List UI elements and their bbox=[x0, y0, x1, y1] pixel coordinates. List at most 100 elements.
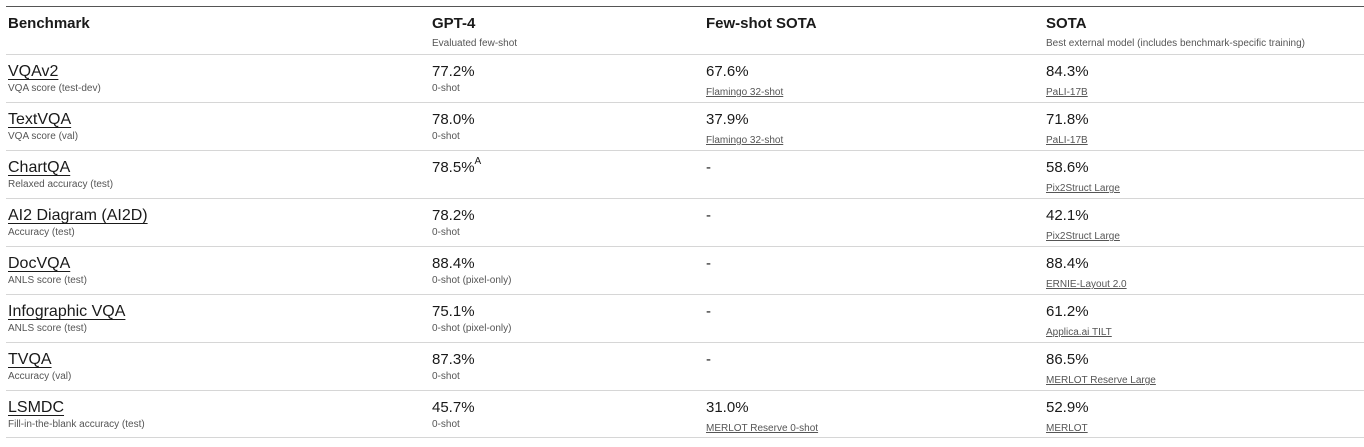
footnote-marker[interactable]: A bbox=[474, 156, 482, 167]
header-subtitle: Best external model (includes benchmark-… bbox=[1046, 38, 1306, 49]
sota-score: 52.9% bbox=[1046, 399, 1089, 416]
fewshot-score: - bbox=[706, 303, 711, 320]
metric-label: ANLS score (test) bbox=[8, 323, 87, 334]
sota-cell: 88.4% ERNIE-Layout 2.0 bbox=[1044, 247, 1364, 294]
gpt4-cell: 75.1% 0-shot (pixel-only) bbox=[430, 295, 704, 342]
benchmark-cell: Infographic VQA ANLS score (test) bbox=[6, 295, 430, 342]
gpt4-score: 78.5% bbox=[432, 159, 475, 176]
gpt4-cell: 45.7% 0-shot bbox=[430, 391, 704, 437]
sota-model-link[interactable]: Pix2Struct Large bbox=[1046, 231, 1120, 242]
gpt4-score: 87.3% bbox=[432, 351, 475, 368]
metric-label: Relaxed accuracy (test) bbox=[8, 179, 114, 190]
benchmark-cell: VQAv2 VQA score (test-dev) bbox=[6, 55, 430, 102]
sota-model-link[interactable]: PaLI-17B bbox=[1046, 135, 1088, 146]
sota-model-link[interactable]: ERNIE-Layout 2.0 bbox=[1046, 279, 1127, 290]
benchmark-link[interactable]: TextVQA bbox=[8, 111, 72, 128]
gpt4-setting: 0-shot bbox=[432, 83, 460, 94]
gpt4-setting: 0-shot bbox=[432, 227, 460, 238]
sota-cell: 84.3% PaLI-17B bbox=[1044, 55, 1364, 102]
fewshot-score: - bbox=[706, 207, 711, 224]
header-subtitle: Evaluated few-shot bbox=[432, 38, 518, 49]
sota-score: 61.2% bbox=[1046, 303, 1089, 320]
gpt4-cell: 77.2% 0-shot bbox=[430, 55, 704, 102]
table-row: VQAv2 VQA score (test-dev) 77.2% 0-shot 67.6… bbox=[6, 54, 1364, 102]
benchmark-cell: AI2 Diagram (AI2D) Accuracy (test) bbox=[6, 199, 430, 246]
fewshot-score: - bbox=[706, 159, 711, 176]
fewshot-score: 37.9% bbox=[706, 111, 749, 128]
sota-model-link[interactable]: PaLI-17B bbox=[1046, 87, 1088, 98]
gpt4-setting: 0-shot bbox=[432, 419, 460, 430]
table-row: AI2 Diagram (AI2D) Accuracy (test) 78.2% 0-… bbox=[6, 198, 1364, 246]
fewshot-cell: - bbox=[704, 247, 1044, 294]
fewshot-score: - bbox=[706, 351, 711, 368]
gpt4-setting: 0-shot bbox=[432, 131, 460, 142]
benchmark-link[interactable]: DocVQA bbox=[8, 255, 71, 272]
fewshot-score: 67.6% bbox=[706, 63, 749, 80]
sota-score: 58.6% bbox=[1046, 159, 1089, 176]
metric-label: Fill-in-the-blank accuracy (test) bbox=[8, 419, 145, 430]
gpt4-cell: 78.0% 0-shot bbox=[430, 103, 704, 150]
fewshot-cell: 37.9% Flamingo 32-shot bbox=[704, 103, 1044, 150]
gpt4-setting: 0-shot bbox=[432, 371, 460, 382]
benchmark-link[interactable]: Infographic VQA bbox=[8, 303, 126, 320]
sota-cell: 42.1% Pix2Struct Large bbox=[1044, 199, 1364, 246]
header-title: Benchmark bbox=[8, 15, 90, 32]
fewshot-model-link[interactable]: Flamingo 32-shot bbox=[706, 135, 784, 146]
table-header: Benchmark GPT-4 Evaluated few-shot Few-s… bbox=[6, 6, 1364, 54]
sota-score: 88.4% bbox=[1046, 255, 1089, 272]
sota-cell: 52.9% MERLOT bbox=[1044, 391, 1364, 437]
benchmark-cell: TextVQA VQA score (val) bbox=[6, 103, 430, 150]
gpt4-setting: 0-shot (pixel-only) bbox=[432, 323, 512, 334]
gpt4-setting: 0-shot (pixel-only) bbox=[432, 275, 512, 286]
benchmark-cell: DocVQA ANLS score (test) bbox=[6, 247, 430, 294]
table-body: VQAv2 VQA score (test-dev) 77.2% 0-shot 67.6… bbox=[6, 54, 1364, 438]
table-row: LSMDC Fill-in-the-blank accuracy (test) 45… bbox=[6, 390, 1364, 438]
metric-label: VQA score (val) bbox=[8, 131, 79, 142]
sota-model-link[interactable]: Pix2Struct Large bbox=[1046, 183, 1120, 194]
sota-model-link[interactable]: Applica.ai TILT bbox=[1046, 327, 1112, 338]
sota-score: 71.8% bbox=[1046, 111, 1089, 128]
header-title: Few-shot SOTA bbox=[706, 15, 817, 32]
fewshot-model-link[interactable]: MERLOT Reserve 0-shot bbox=[706, 423, 819, 434]
benchmark-link[interactable]: VQAv2 bbox=[8, 63, 59, 80]
table-row: ChartQA Relaxed accuracy (test) 78.5%A -58.… bbox=[6, 150, 1364, 198]
table-row: TextVQA VQA score (val) 78.0% 0-shot 37.9% Fl… bbox=[6, 102, 1364, 150]
metric-label: ANLS score (test) bbox=[8, 275, 87, 286]
gpt4-cell: 88.4% 0-shot (pixel-only) bbox=[430, 247, 704, 294]
sota-cell: 61.2% Applica.ai TILT bbox=[1044, 295, 1364, 342]
table-row: DocVQA ANLS score (test) 88.4% 0-shot (pixe… bbox=[6, 246, 1364, 294]
sota-cell: 71.8% PaLI-17B bbox=[1044, 103, 1364, 150]
metric-label: Accuracy (test) bbox=[8, 227, 75, 238]
header-title: SOTA bbox=[1046, 15, 1087, 32]
gpt4-cell: 87.3% 0-shot bbox=[430, 343, 704, 390]
gpt4-score: 77.2% bbox=[432, 63, 475, 80]
gpt4-score: 45.7% bbox=[432, 399, 475, 416]
sota-model-link[interactable]: MERLOT bbox=[1046, 423, 1088, 434]
fewshot-score: 31.0% bbox=[706, 399, 749, 416]
gpt4-score: 78.0% bbox=[432, 111, 475, 128]
sota-score: 42.1% bbox=[1046, 207, 1089, 224]
fewshot-cell: - bbox=[704, 343, 1044, 390]
benchmark-cell: TVQA Accuracy (val) bbox=[6, 343, 430, 390]
table-row: TVQA Accuracy (val) 87.3% 0-shot - 86.5% MERLO… bbox=[6, 342, 1364, 390]
sota-score: 84.3% bbox=[1046, 63, 1089, 80]
gpt4-score: 78.2% bbox=[432, 207, 475, 224]
benchmark-table: Benchmark GPT-4 Evaluated few-shot Few-s… bbox=[6, 6, 1364, 438]
metric-label: VQA score (test-dev) bbox=[8, 83, 101, 94]
header-benchmark: Benchmark bbox=[6, 7, 430, 54]
benchmark-link[interactable]: ChartQA bbox=[8, 159, 71, 176]
benchmark-link[interactable]: TVQA bbox=[8, 351, 52, 368]
sota-model-link[interactable]: MERLOT Reserve Large bbox=[1046, 375, 1156, 386]
fewshot-score: - bbox=[706, 255, 711, 272]
benchmark-link[interactable]: LSMDC bbox=[8, 399, 65, 416]
fewshot-cell: 67.6% Flamingo 32-shot bbox=[704, 55, 1044, 102]
fewshot-model-link[interactable]: Flamingo 32-shot bbox=[706, 87, 784, 98]
sota-cell: 86.5% MERLOT Reserve Large bbox=[1044, 343, 1364, 390]
gpt4-cell: 78.5%A bbox=[430, 151, 704, 198]
benchmark-link[interactable]: AI2 Diagram (AI2D) bbox=[8, 207, 148, 224]
gpt4-score: 75.1% bbox=[432, 303, 475, 320]
sota-score: 86.5% bbox=[1046, 351, 1089, 368]
fewshot-cell: - bbox=[704, 295, 1044, 342]
gpt4-cell: 78.2% 0-shot bbox=[430, 199, 704, 246]
sota-cell: 58.6% Pix2Struct Large bbox=[1044, 151, 1364, 198]
